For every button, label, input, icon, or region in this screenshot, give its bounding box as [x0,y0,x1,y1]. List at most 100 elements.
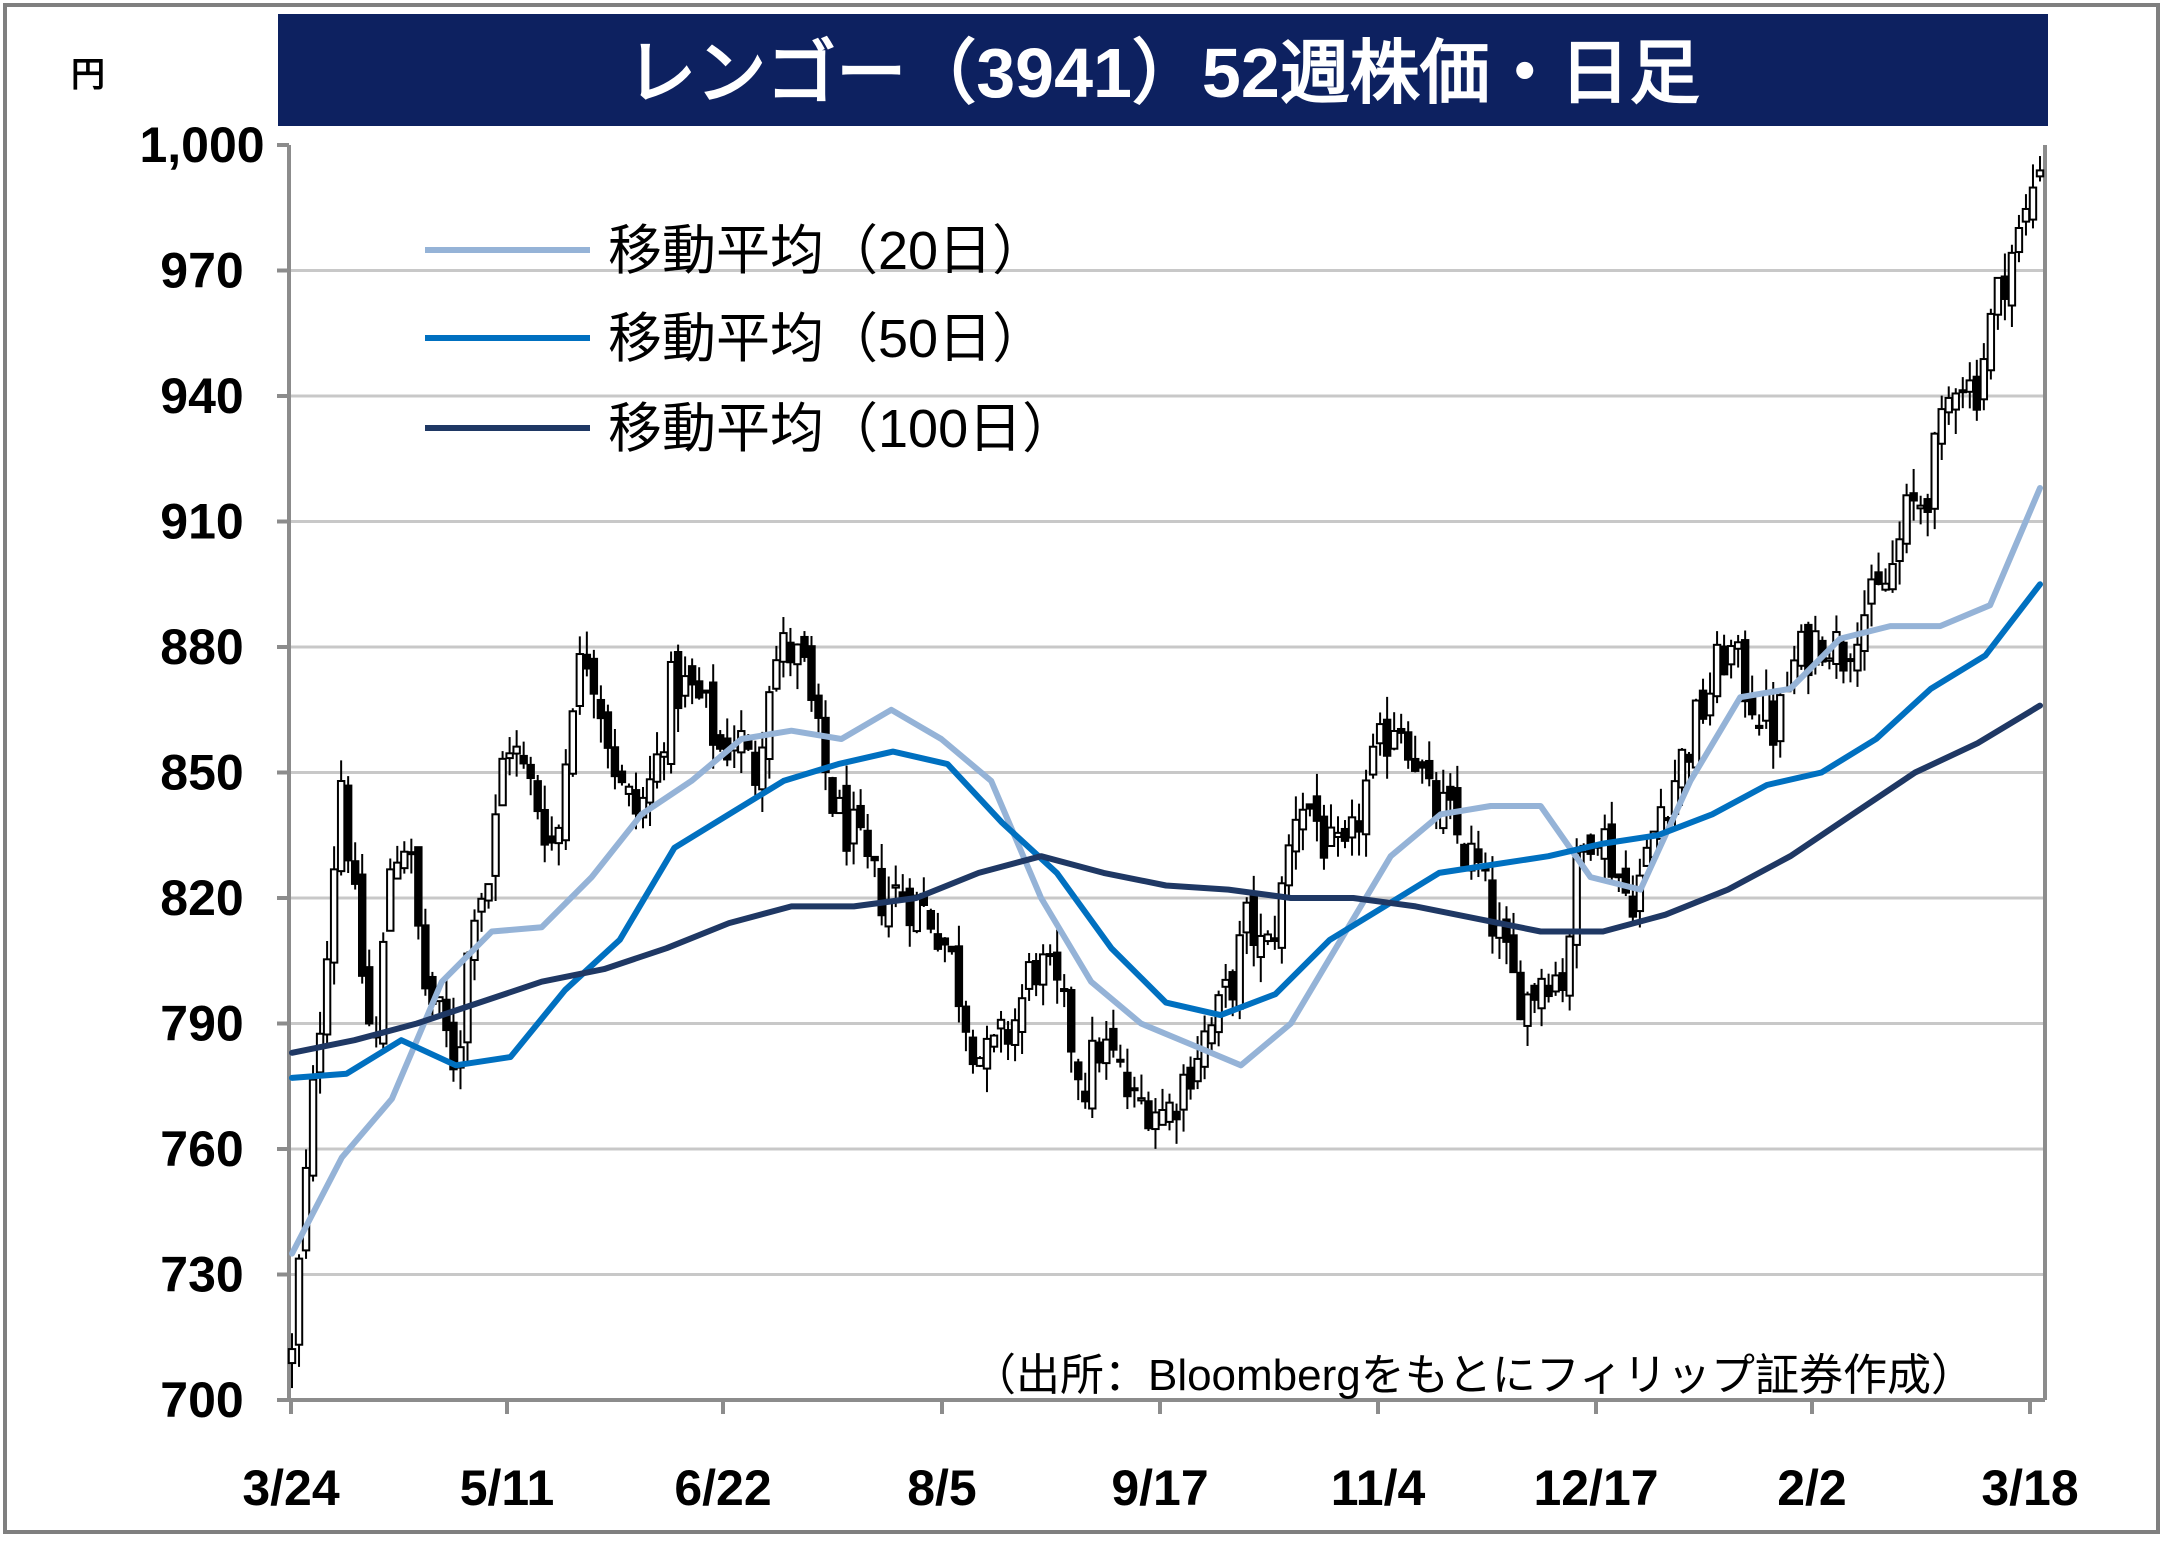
candle-body [1881,582,1890,591]
candle-body [1158,1108,1167,1126]
candle-body [1403,731,1413,761]
candle-body [1137,1097,1146,1102]
candle-body [1333,831,1343,839]
candle-body [336,780,346,873]
candle-body [2014,226,2024,254]
candle-body [1123,1071,1132,1098]
candle-body [1109,1027,1118,1051]
x-tick-label: 11/4 [1331,1460,1426,1516]
candle-body [1902,494,1911,545]
candle-body [772,659,781,690]
candle-body [1488,879,1497,937]
candle-body [491,813,500,877]
legend: 移動平均（20日） 移動平均（50日） 移動平均（100日） [425,221,1076,459]
candle-body [1565,935,1574,997]
candle-body [954,945,964,1008]
candle-body [666,660,676,765]
candle-body [540,808,549,846]
y-tick-label: 910 [160,494,243,550]
candle-body [947,945,957,953]
candle-body [1017,997,1027,1033]
candle-body [701,689,711,694]
candle-body [1326,826,1336,847]
candle-body [1993,276,2003,316]
candle-body [940,937,950,946]
candle-body [1460,843,1469,867]
chart-title: レンゴー（3941）52週株価・日足 [626,34,1700,112]
candle-body [554,826,563,845]
y-tick-label: 970 [160,243,243,299]
candle-body [526,763,535,780]
candle-body [1319,815,1329,859]
candle-body [1298,808,1308,831]
candle-body [1312,795,1322,822]
candle-body [1067,989,1076,1053]
candle-body [905,887,914,927]
candle-body [835,796,844,815]
candle-body [308,1078,318,1177]
candle-body [800,635,809,658]
candle-body [1958,389,1967,394]
candle-body [694,680,704,699]
candle-body [2028,186,2038,221]
candle-body [1537,977,1546,1010]
candle-body [793,643,802,666]
candle-body [1719,645,1729,676]
candle-body [1614,873,1623,879]
y-tick-label: 790 [160,996,243,1052]
candle-body [358,873,367,977]
candle-body [1172,1110,1181,1121]
candle-body [1909,492,1918,502]
candle-body [2000,275,2010,300]
candle-body [1095,1041,1104,1064]
candle-body [1979,358,1989,401]
candle-body [1530,984,1539,1001]
candle-body [1874,571,1883,585]
candle-body [568,710,578,775]
candle-body [1747,696,1757,716]
candle-body [1769,700,1778,746]
candle-body [1382,718,1392,757]
candle-body [1375,723,1385,745]
candle-body [617,770,627,784]
candle-body [870,855,879,862]
candle-body [294,1257,304,1346]
candle-body [989,1034,999,1048]
source-note: （出所：Bloombergをもとにフィリップ証券作成） [972,1351,1975,1400]
candle-body [1684,753,1694,763]
y-tick-label: 940 [160,368,243,424]
grid-lines [289,269,2045,1276]
candle-body [1193,1057,1202,1083]
candle-body [1635,874,1645,913]
candle-body [407,851,416,856]
candle-body [1705,692,1715,717]
candle-body [547,835,556,844]
legend-label: 移動平均（50日） [608,309,1046,369]
candle-body [1916,504,1925,510]
candle-body [1937,408,1946,445]
candle-body [1396,727,1406,734]
candle-body [1144,1100,1153,1130]
candle-body [828,777,837,814]
candle-body [329,868,339,964]
candle-body [1263,933,1272,943]
candle-body [926,909,936,930]
candle-body [1052,951,1062,981]
candle-body [505,752,514,760]
candle-body [849,808,858,845]
candle-body [1256,934,1265,959]
candle-body [322,958,332,1036]
candle-body [1411,757,1420,772]
candle-body [1116,1058,1125,1063]
candle-body [1418,761,1427,769]
candle-body [421,924,430,990]
candle-body [1010,1019,1020,1046]
y-tick-label: 820 [160,870,243,926]
candle-body [463,952,472,1044]
candle-body [1361,779,1371,836]
candle-body [301,1166,311,1252]
candle-body [982,1037,992,1070]
moving-average-lines [289,485,2043,1257]
candle-body [1867,578,1876,605]
candle-body [975,1057,985,1067]
